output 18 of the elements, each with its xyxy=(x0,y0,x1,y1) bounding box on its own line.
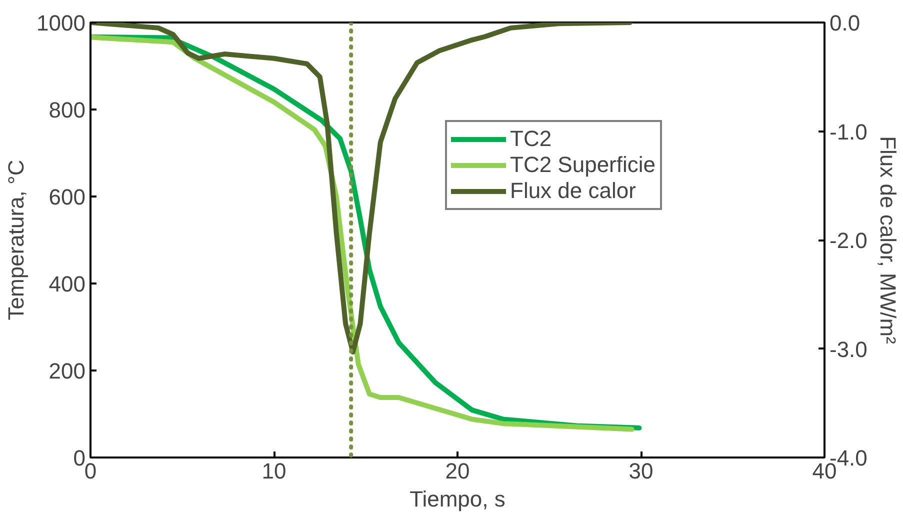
y-tick-label: 1000 xyxy=(36,10,86,36)
y-tick-label: 600 xyxy=(48,184,86,210)
y2-tick-label: -3.0 xyxy=(830,336,868,362)
y2-tick-label: -1.0 xyxy=(830,119,868,144)
x-tick-label: 20 xyxy=(445,458,470,484)
x-tick-label: 10 xyxy=(262,458,286,484)
legend-label: TC2 Superficie xyxy=(510,152,656,178)
y2-axis-title: Flux de calor, MW/m² xyxy=(875,136,900,344)
y-axis-title: Temperatura, °C xyxy=(4,160,29,320)
y2-tick-label: -2.0 xyxy=(830,228,868,253)
x-axis-title: Tiempo, s xyxy=(410,486,506,512)
y-tick-label: 400 xyxy=(48,272,86,296)
legend-label: Flux de calor xyxy=(510,178,636,204)
legend-label: TC2 xyxy=(510,126,552,152)
y-tick-label: 200 xyxy=(48,358,86,384)
y2-tick-label: 0.0 xyxy=(830,10,860,36)
y-tick-label: 800 xyxy=(48,98,86,122)
x-tick-label: 30 xyxy=(628,458,654,484)
